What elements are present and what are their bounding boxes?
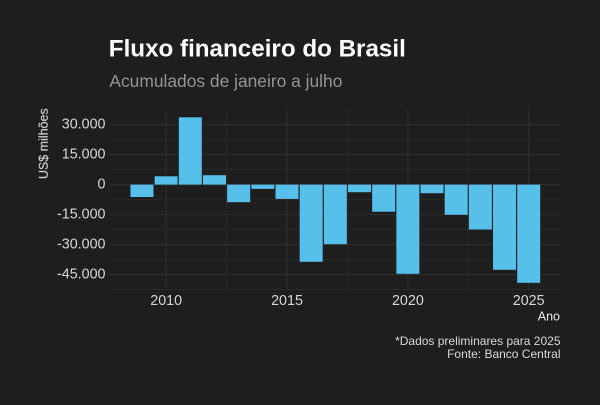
svg-text:-30.000: -30.000 (57, 237, 106, 253)
svg-text:2015: 2015 (271, 293, 303, 309)
svg-text:2010: 2010 (150, 293, 182, 309)
svg-text:Ano: Ano (538, 310, 560, 324)
svg-text:30.000: 30.000 (62, 117, 106, 133)
svg-text:-15.000: -15.000 (57, 207, 106, 223)
svg-text:Fonte: Banco Central: Fonte: Banco Central (447, 347, 560, 361)
svg-text:US$ milhões: US$ milhões (37, 108, 51, 179)
svg-text:-45.000: -45.000 (57, 267, 106, 283)
svg-text:2020: 2020 (392, 293, 424, 309)
svg-text:15.000: 15.000 (62, 147, 106, 163)
svg-text:0: 0 (98, 177, 106, 193)
svg-text:*Dados preliminares para 2025: *Dados preliminares para 2025 (395, 334, 561, 348)
svg-text:Acumulados de janeiro a julho: Acumulados de janeiro a julho (109, 71, 342, 91)
svg-text:2025: 2025 (513, 293, 545, 309)
svg-text:Fluxo financeiro do Brasil: Fluxo financeiro do Brasil (109, 36, 406, 63)
